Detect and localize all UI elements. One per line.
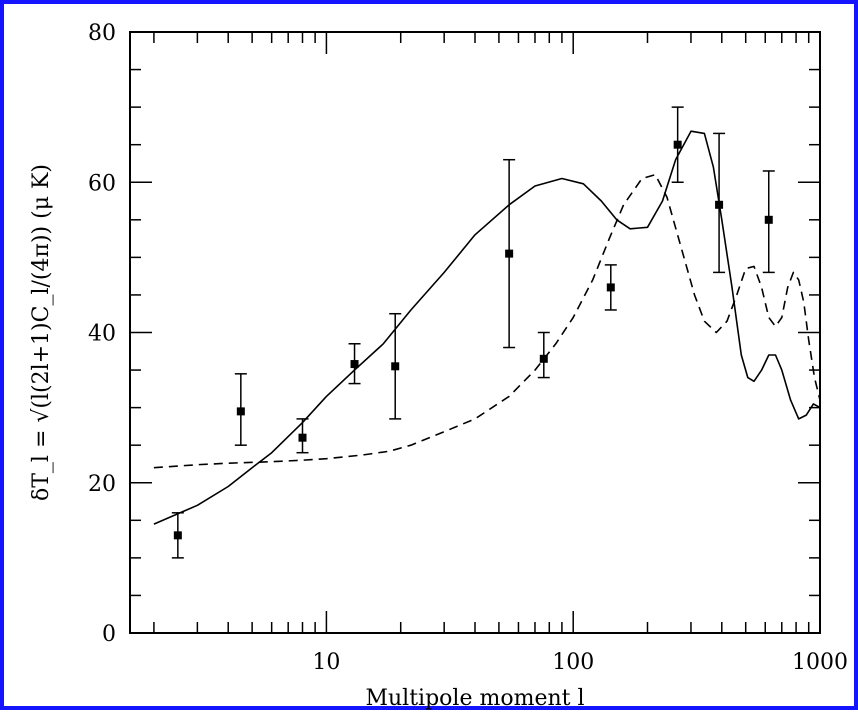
x-tick-label: 1000 — [792, 650, 848, 675]
cmb-power-spectrum-chart: 10 100 1000 0 20 40 60 80 Multipole moment l δT… — [29, 21, 848, 711]
measurement-point — [762, 170, 775, 274]
y-tick-label: 0 — [102, 622, 116, 647]
measurement-point — [503, 158, 516, 349]
measurement-point — [348, 343, 361, 385]
data-marker — [350, 360, 359, 369]
measurement-point — [234, 373, 247, 446]
measurement-point — [389, 312, 402, 420]
data-marker — [673, 140, 682, 149]
x-tick-label: 10 — [312, 650, 340, 675]
data-marker — [715, 200, 724, 209]
measurement-point — [296, 418, 309, 454]
solid-model-curve — [153, 130, 821, 525]
data-marker — [606, 283, 615, 292]
measurement-point — [171, 512, 184, 559]
data-marker — [505, 249, 514, 258]
axis-ticks — [130, 31, 820, 634]
dashed-model-curve — [153, 173, 821, 469]
data-marker — [298, 433, 307, 442]
data-marker — [391, 362, 400, 371]
y-tick-label: 20 — [88, 472, 116, 497]
measurement-points — [171, 106, 775, 559]
measurement-point — [537, 331, 550, 379]
axis-tick-labels: 10 100 1000 0 20 40 60 80 — [88, 21, 848, 675]
data-marker — [173, 531, 182, 540]
x-tick-label: 100 — [552, 650, 594, 675]
model-curves — [153, 130, 821, 525]
y-axis-title: δT_l = √(l(2l+1)C_l/(4π)) (μ K) — [29, 164, 54, 501]
measurement-point — [713, 132, 726, 274]
x-axis-title: Multipole moment l — [365, 686, 584, 711]
y-tick-label: 40 — [88, 322, 116, 347]
data-marker — [764, 215, 773, 224]
y-tick-label: 60 — [88, 171, 116, 196]
measurement-point — [604, 264, 617, 311]
data-marker — [539, 354, 548, 363]
y-tick-label: 80 — [88, 21, 116, 46]
data-marker — [236, 407, 245, 416]
measurement-point — [671, 106, 684, 183]
